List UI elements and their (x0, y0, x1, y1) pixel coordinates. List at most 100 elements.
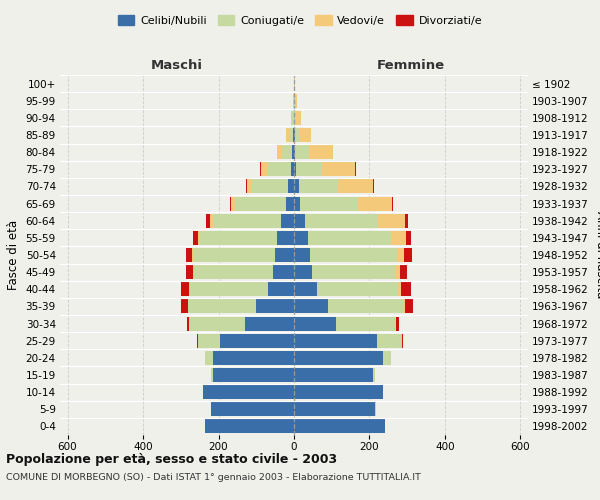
Bar (294, 162, 296, 176)
Bar (193, 265, 194, 279)
Bar (373, 368, 375, 382)
Bar (295, 111, 296, 125)
Bar (317, 282, 398, 296)
Bar (294, 94, 295, 108)
Bar (261, 162, 268, 176)
Bar (294, 282, 317, 296)
Bar (291, 162, 294, 176)
Bar (383, 351, 391, 365)
Bar (181, 300, 188, 314)
Bar (194, 265, 273, 279)
Bar (406, 231, 412, 245)
Bar (205, 420, 294, 434)
Bar (358, 196, 392, 210)
Bar (286, 196, 294, 210)
Bar (398, 282, 401, 296)
Bar (253, 180, 289, 194)
Text: Femmine: Femmine (377, 60, 445, 72)
Bar (294, 265, 312, 279)
Bar (310, 248, 397, 262)
Bar (213, 214, 281, 228)
Bar (299, 196, 358, 210)
Bar (277, 145, 282, 159)
Bar (275, 248, 294, 262)
Bar (289, 128, 293, 142)
Bar (268, 162, 291, 176)
Y-axis label: Fasce di età: Fasce di età (7, 220, 20, 290)
Bar (338, 180, 373, 194)
Bar (186, 265, 193, 279)
Bar (378, 214, 404, 228)
Bar (300, 128, 311, 142)
Bar (193, 231, 198, 245)
Bar (395, 265, 400, 279)
Bar (405, 300, 413, 314)
Bar (213, 368, 294, 382)
Bar (289, 180, 294, 194)
Y-axis label: Anni di nascita: Anni di nascita (595, 212, 600, 298)
Bar (290, 111, 292, 125)
Bar (294, 385, 383, 399)
Bar (299, 180, 338, 194)
Legend: Celibi/Nubili, Coniugati/e, Vedovi/e, Divorziati/e: Celibi/Nubili, Coniugati/e, Vedovi/e, Di… (113, 10, 487, 30)
Bar (322, 162, 355, 176)
Bar (292, 145, 294, 159)
Bar (296, 162, 322, 176)
Bar (294, 316, 335, 330)
Bar (197, 334, 198, 347)
Bar (294, 231, 308, 245)
Bar (295, 94, 296, 108)
Bar (273, 265, 294, 279)
Bar (277, 231, 294, 245)
Bar (294, 214, 305, 228)
Bar (256, 300, 294, 314)
Bar (294, 128, 295, 142)
Text: COMUNE DI MORBEGNO (SO) - Dati ISTAT 1° gennaio 2003 - Elaborazione TUTTITALIA.I: COMUNE DI MORBEGNO (SO) - Dati ISTAT 1° … (6, 472, 421, 482)
Bar (294, 300, 328, 314)
Bar (400, 265, 407, 279)
Bar (401, 282, 412, 296)
Bar (294, 351, 383, 365)
Bar (181, 282, 190, 296)
Bar (373, 180, 374, 194)
Bar (185, 248, 193, 262)
Bar (281, 214, 294, 228)
Bar (200, 231, 277, 245)
Bar (294, 402, 375, 416)
Bar (404, 214, 409, 228)
Bar (286, 128, 289, 142)
Bar (268, 282, 294, 296)
Bar (294, 334, 377, 347)
Bar (211, 402, 294, 416)
Bar (187, 316, 189, 330)
Bar (397, 248, 404, 262)
Bar (292, 111, 293, 125)
Bar (377, 334, 401, 347)
Bar (328, 300, 403, 314)
Bar (308, 231, 391, 245)
Bar (403, 300, 405, 314)
Bar (294, 196, 299, 210)
Text: Popolazione per età, sesso e stato civile - 2003: Popolazione per età, sesso e stato civil… (6, 452, 337, 466)
Bar (392, 196, 393, 210)
Bar (312, 265, 395, 279)
Bar (198, 334, 220, 347)
Bar (203, 385, 294, 399)
Bar (294, 368, 373, 382)
Bar (395, 316, 396, 330)
Bar (402, 334, 403, 347)
Bar (206, 214, 210, 228)
Bar (205, 351, 213, 365)
Bar (231, 196, 235, 210)
Bar (295, 128, 300, 142)
Bar (294, 248, 310, 262)
Bar (220, 334, 294, 347)
Text: Maschi: Maschi (151, 60, 203, 72)
Bar (247, 180, 253, 194)
Bar (310, 145, 333, 159)
Bar (188, 300, 256, 314)
Bar (211, 368, 213, 382)
Bar (282, 145, 292, 159)
Bar (305, 214, 378, 228)
Bar (246, 180, 247, 194)
